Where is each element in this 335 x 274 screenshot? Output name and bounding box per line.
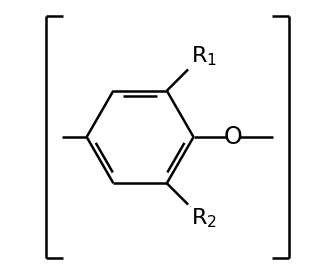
Text: R$_2$: R$_2$ [191, 206, 217, 230]
Text: O: O [224, 125, 243, 149]
Text: R$_1$: R$_1$ [191, 44, 217, 68]
